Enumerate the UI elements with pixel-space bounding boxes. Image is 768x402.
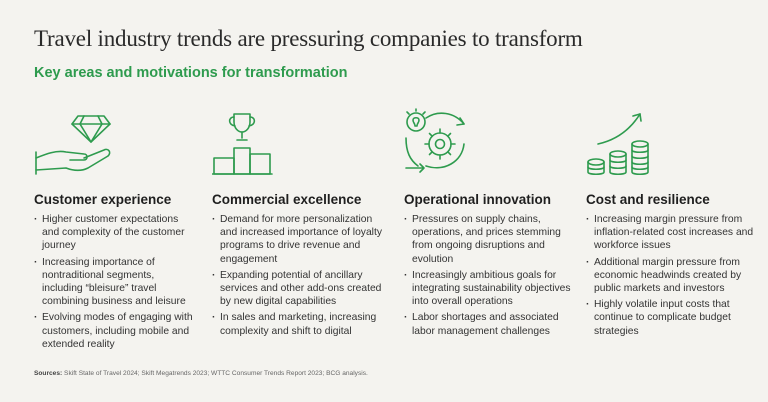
column-heading: Operational innovation	[404, 192, 552, 207]
list-item: Increasingly ambitious goals for integra…	[404, 269, 574, 309]
page-subtitle: Key areas and motivations for transforma…	[34, 65, 348, 81]
column-heading: Customer experience	[34, 192, 172, 207]
list-item: Demand for more personalization and incr…	[212, 213, 382, 266]
column-heading: Commercial excellence	[212, 192, 362, 207]
coins-growth-icon	[586, 100, 696, 184]
list-item: Pressures on supply chains, operations, …	[404, 213, 574, 266]
list-item: Labor shortages and associated labor man…	[404, 311, 574, 337]
lightbulb-gear-cycle-icon	[404, 100, 514, 184]
list-item: Increasing importance of nontraditional …	[34, 256, 194, 309]
hand-diamond-icon	[34, 100, 144, 184]
bullet-list: Higher customer expectations and complex…	[34, 213, 194, 351]
column-operational-innovation: Operational innovation Pressures on supp…	[404, 100, 574, 341]
list-item: In sales and marketing, increasing compl…	[212, 311, 382, 337]
column-heading: Cost and resilience	[586, 192, 710, 207]
list-item: Highly volatile input costs that continu…	[586, 298, 756, 338]
list-item: Expanding potential of ancillary service…	[212, 269, 382, 309]
sources-note: Sources: Skift State of Travel 2024; Ski…	[34, 370, 368, 377]
bullet-list: Demand for more personalization and incr…	[212, 213, 382, 338]
sources-text: Skift State of Travel 2024; Skift Megatr…	[62, 370, 368, 377]
list-item: Additional margin pressure from economic…	[586, 256, 756, 296]
bullet-list: Pressures on supply chains, operations, …	[404, 213, 574, 338]
column-cost-and-resilience: Cost and resilience Increasing margin pr…	[586, 100, 756, 341]
list-item: Evolving modes of engaging with customer…	[34, 311, 194, 351]
sources-label: Sources:	[34, 370, 63, 377]
list-item: Higher customer expectations and complex…	[34, 213, 194, 253]
list-item: Increasing margin pressure from inflatio…	[586, 213, 756, 253]
column-customer-experience: Customer experience Higher customer expe…	[34, 100, 194, 354]
column-commercial-excellence: Commercial excellence Demand for more pe…	[212, 100, 382, 341]
trophy-podium-icon	[212, 100, 322, 184]
bullet-list: Increasing margin pressure from inflatio…	[586, 213, 756, 338]
page-title: Travel industry trends are pressuring co…	[34, 26, 583, 51]
